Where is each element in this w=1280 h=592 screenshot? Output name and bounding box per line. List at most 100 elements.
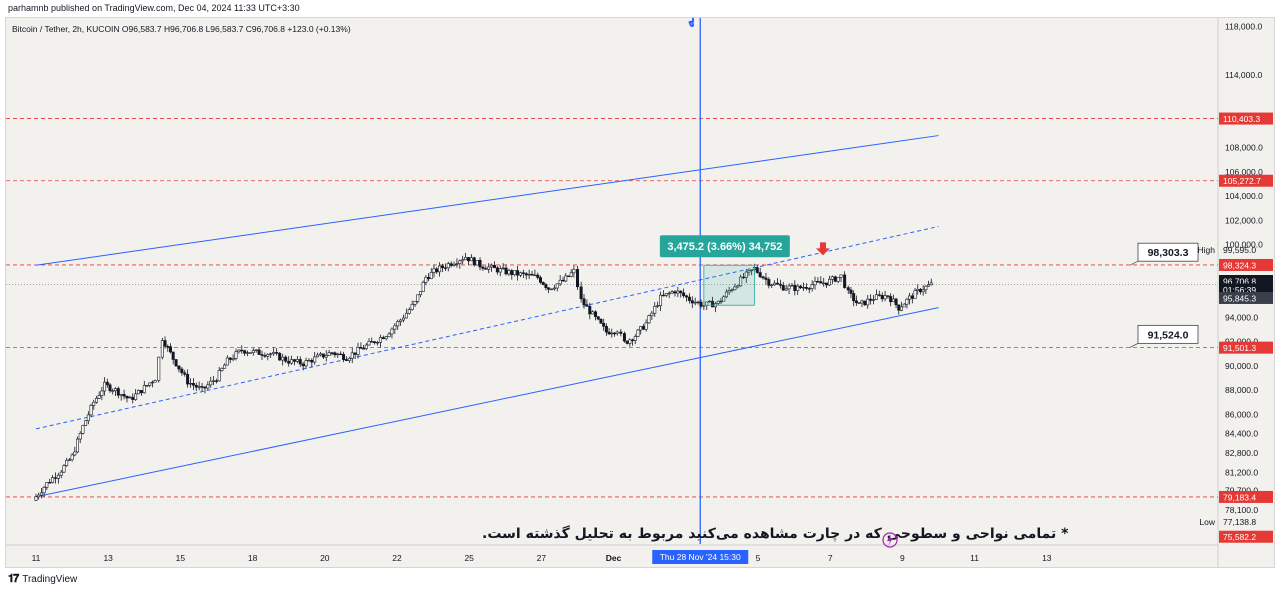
candle-body xyxy=(750,269,754,271)
candle-body xyxy=(327,352,331,356)
candle-body xyxy=(843,274,847,288)
candle-body xyxy=(761,276,765,279)
candle-body xyxy=(254,349,258,351)
candle-body xyxy=(910,295,914,299)
candle-body xyxy=(927,284,931,287)
chart-frame[interactable]: Bitcoin / Tether, 2h, KUCOIN O96,583.7 H… xyxy=(5,17,1275,568)
candle-body xyxy=(550,288,554,291)
candle-body xyxy=(183,372,187,375)
candle-body xyxy=(260,354,264,356)
candle-body xyxy=(541,282,545,285)
price-axis-prefix: Low xyxy=(1199,517,1215,527)
candle-body xyxy=(724,291,728,298)
candle-body xyxy=(472,257,476,266)
candle-body xyxy=(76,438,80,453)
candle-body xyxy=(177,365,181,370)
y-tick-label: 78,100.0 xyxy=(1225,505,1258,515)
candle-body xyxy=(180,368,184,374)
footnote: * تمامی نواحی و سطوحی که در چارت مشاهده … xyxy=(482,525,1069,542)
candle-body xyxy=(344,359,348,361)
candle-body xyxy=(37,494,41,498)
candle-body xyxy=(67,459,71,461)
candle-body xyxy=(905,298,909,305)
candle-body xyxy=(330,352,334,354)
candle-body xyxy=(131,396,135,400)
candle-body xyxy=(596,316,600,320)
candle-body xyxy=(708,300,712,303)
candle-body xyxy=(604,326,608,333)
candle-body xyxy=(421,281,425,292)
price-axis-label: 91,501.3 xyxy=(1223,343,1256,353)
price-label-bg xyxy=(1219,341,1273,354)
candle-body xyxy=(773,282,777,286)
candle-body xyxy=(324,355,328,358)
price-chart[interactable]: Bitcoin / Tether, 2h, KUCOIN O96,583.7 H… xyxy=(6,18,1274,567)
crosshair-date-label: Thu 28 Nov '24 15:30 xyxy=(660,552,741,562)
candle-body xyxy=(163,340,167,347)
candle-body xyxy=(478,259,482,268)
symbol-legend: Bitcoin / Tether, 2h, KUCOIN O96,583.7 H… xyxy=(12,24,351,34)
candle-body xyxy=(498,268,502,273)
candle-body xyxy=(492,264,496,269)
candle-body xyxy=(793,285,797,291)
candle-body xyxy=(615,331,619,334)
price-axis-label: 95,845.3 xyxy=(1223,293,1256,303)
candle-body xyxy=(561,279,565,282)
candle-body xyxy=(744,271,748,278)
candle-body xyxy=(889,296,893,303)
candle-body xyxy=(530,273,534,276)
candle-body xyxy=(321,353,325,358)
candle-body xyxy=(722,296,726,302)
candle-body xyxy=(139,390,143,394)
candle-body xyxy=(223,364,227,369)
candle-body xyxy=(504,267,508,275)
y-tick-label: 92,000.0 xyxy=(1225,337,1258,347)
tradingview-brand: TradingView xyxy=(22,574,78,585)
candle-body xyxy=(742,276,746,279)
candle-body xyxy=(758,272,762,278)
candle-body xyxy=(899,306,903,311)
candle-body xyxy=(166,346,170,348)
candle-body xyxy=(97,395,101,399)
candle-body xyxy=(822,282,826,285)
candle-body xyxy=(799,285,803,289)
candle-body xyxy=(89,404,93,416)
x-tick-label: 15 xyxy=(176,553,186,563)
candle-body xyxy=(359,347,363,349)
candle-body xyxy=(613,332,617,335)
candle-body xyxy=(416,294,420,302)
candle-body xyxy=(883,295,887,300)
y-tick-label: 79,700.0 xyxy=(1225,486,1258,496)
candle-body xyxy=(921,289,925,293)
candle-body xyxy=(281,356,285,361)
candle-body xyxy=(918,288,922,293)
candle-body xyxy=(440,265,444,269)
candle-body xyxy=(699,301,703,307)
candle-body xyxy=(350,352,354,359)
candle-body xyxy=(507,270,511,275)
measure-label: 3,475.2 (3.66%) 34,752 xyxy=(667,241,782,253)
candle-body xyxy=(555,283,559,289)
lightning-icon xyxy=(887,534,893,546)
candle-body xyxy=(429,272,433,280)
candle-body xyxy=(633,336,637,341)
candle-body xyxy=(833,276,837,282)
y-tick-label: 106,000.0 xyxy=(1225,167,1263,177)
candle-body xyxy=(602,322,606,327)
publish-time-label: زمان انتشار تحلیل گذشته xyxy=(681,18,698,28)
x-tick-label: Dec xyxy=(606,553,622,563)
candle-body xyxy=(113,388,117,392)
candle-body xyxy=(719,300,723,303)
candle-body xyxy=(387,333,391,337)
candle-body xyxy=(290,359,294,364)
candle-body xyxy=(636,329,640,337)
candle-body xyxy=(641,326,645,330)
candle-body xyxy=(810,284,814,289)
candle-body xyxy=(243,350,247,354)
candle-body xyxy=(902,303,906,308)
candle-body xyxy=(736,285,740,288)
candle-body xyxy=(378,337,382,343)
candle-body xyxy=(105,381,109,386)
candle-body xyxy=(275,352,279,354)
price-label-bg xyxy=(1219,258,1273,271)
